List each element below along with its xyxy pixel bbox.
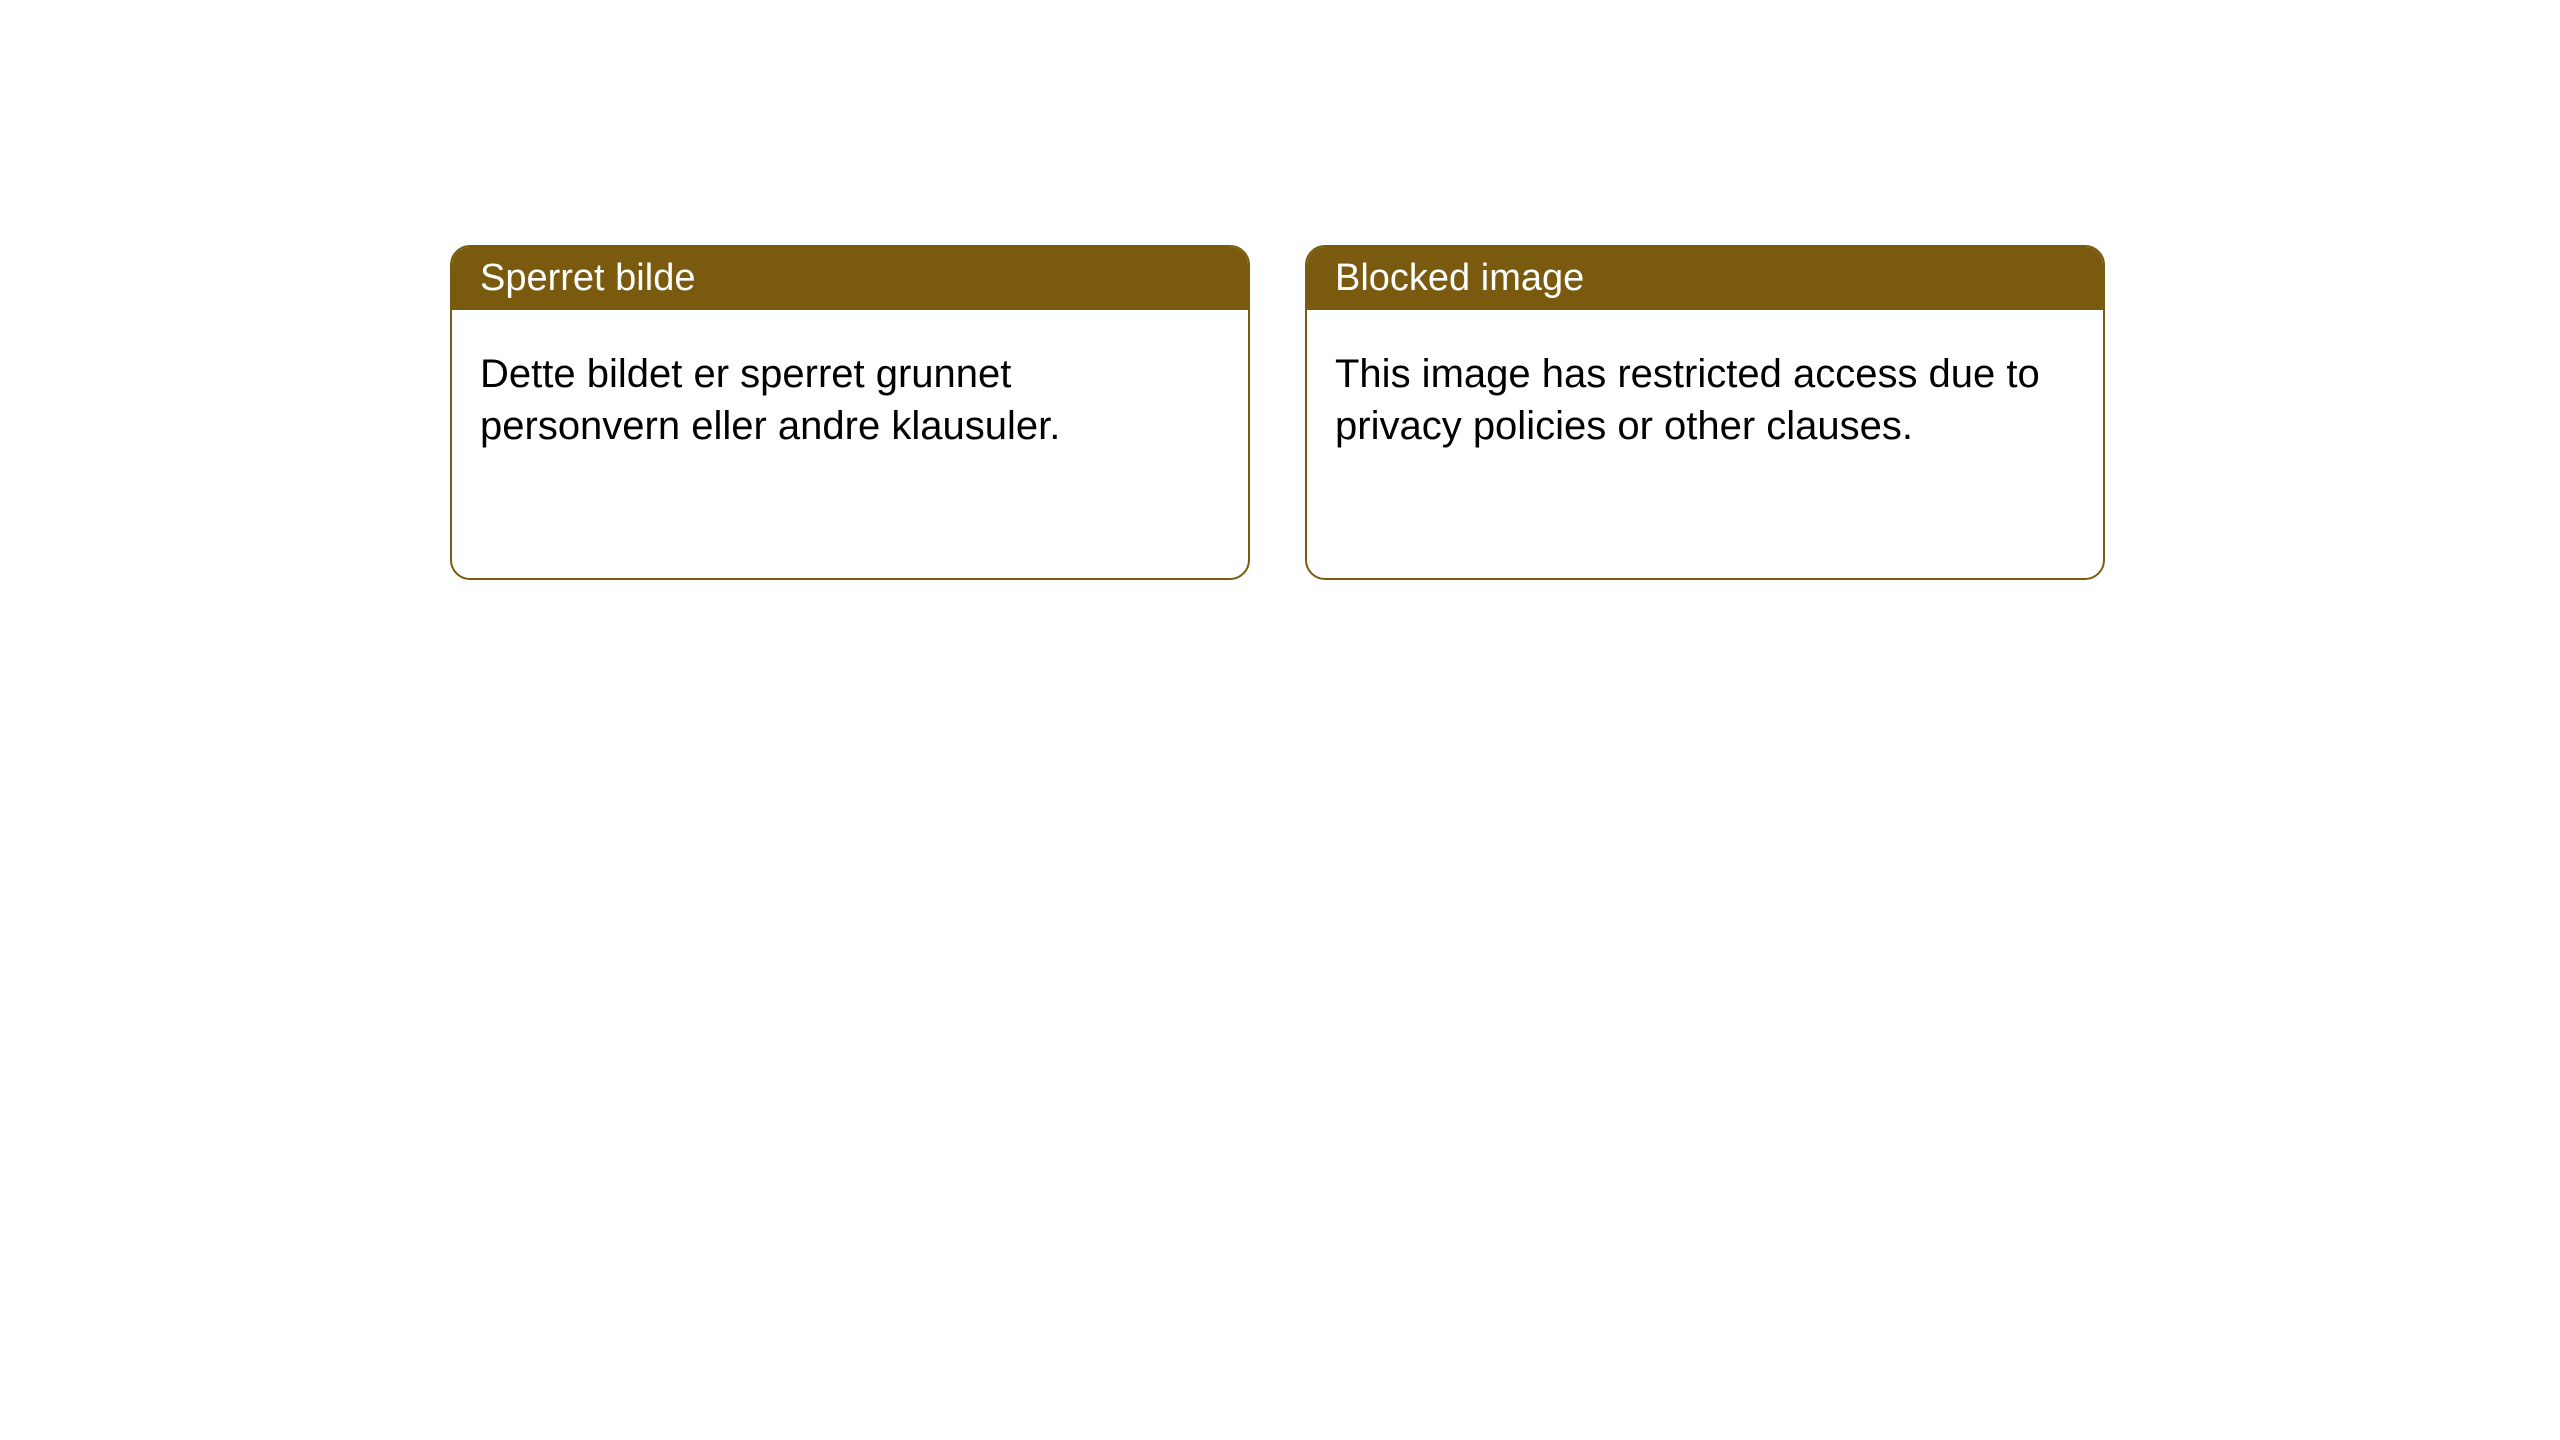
notice-body-text: This image has restricted access due to … (1335, 352, 2040, 448)
notice-title: Sperret bilde (480, 257, 695, 299)
notice-card-english: Blocked image This image has restricted … (1305, 245, 2105, 580)
notice-body: This image has restricted access due to … (1307, 310, 2103, 490)
notice-header: Blocked image (1307, 247, 2103, 310)
notice-header: Sperret bilde (452, 247, 1248, 310)
notice-title: Blocked image (1335, 257, 1584, 299)
notice-card-norwegian: Sperret bilde Dette bildet er sperret gr… (450, 245, 1250, 580)
notice-body-text: Dette bildet er sperret grunnet personve… (480, 352, 1060, 448)
notice-body: Dette bildet er sperret grunnet personve… (452, 310, 1248, 490)
notice-container: Sperret bilde Dette bildet er sperret gr… (450, 245, 2105, 580)
